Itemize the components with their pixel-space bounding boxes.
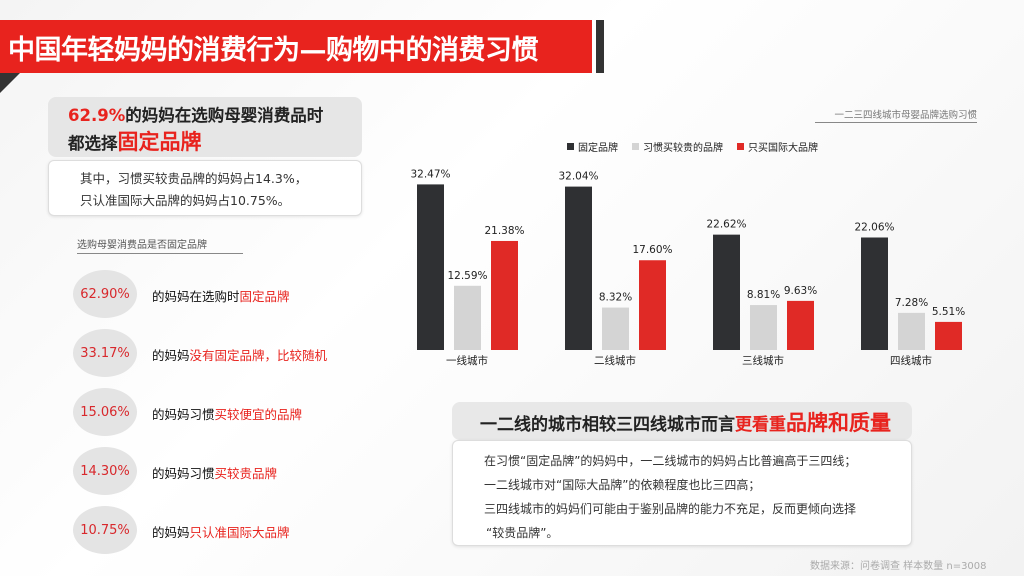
list-value-badge: 10.75% (73, 506, 137, 554)
list-value-badge: 33.17% (73, 329, 137, 377)
legend-swatch (567, 143, 574, 150)
list-emphasis: 只认准国际大品牌 (189, 525, 290, 540)
bar-value-label: 22.06% (854, 221, 894, 233)
list-title: 选购母婴消费品是否固定品牌 (77, 236, 243, 254)
list-item: 的妈妈只认准国际大品牌 (152, 522, 290, 541)
bar (491, 240, 518, 350)
headline-pct: 62.9% (68, 106, 126, 125)
headline-line2: 都选择固定品牌 (68, 126, 202, 156)
chart-legend: 固定品牌 习惯买较贵的品牌 只买国际大品牌 (567, 139, 818, 154)
legend-swatch (632, 143, 639, 150)
list-text: 的妈妈在选购时 (152, 289, 240, 304)
sub-line: 只认准国际大品牌的妈妈占10.75%。 (80, 193, 291, 208)
bar-value-label: 9.63% (784, 285, 817, 297)
banner-fold (0, 73, 20, 93)
conclusion-line: “较贵品牌”。 (486, 526, 559, 540)
legend-item: 只买国际大品牌 (737, 139, 818, 154)
headline-box (48, 97, 362, 157)
title-banner (0, 20, 592, 73)
title-accent (596, 20, 604, 73)
list-value: 14.30% (80, 463, 130, 479)
bar (602, 307, 629, 350)
list-emphasis: 买较便宜的品牌 (214, 407, 303, 422)
bar-value-label: 17.60% (632, 244, 672, 256)
list-emphasis: 买较贵品牌 (214, 466, 278, 481)
list-value: 10.75% (80, 522, 130, 538)
headline-emphasis: 固定品牌 (117, 130, 202, 154)
bar-value-label: 21.38% (484, 225, 524, 237)
conclusion-line: 一二线城市对“国际大品牌”的依赖程度也比三四高； (484, 478, 761, 492)
headline-text: 的妈妈在选购母婴消费品时 (125, 106, 324, 125)
conclusion-box (452, 440, 912, 546)
bar-value-label: 8.81% (747, 289, 780, 301)
list-item: 的妈妈习惯买较贵品牌 (152, 463, 277, 482)
conclusion-title-text: 一二线的城市相较三四线城市而言 (480, 415, 735, 435)
list-value: 33.17% (80, 345, 130, 361)
bar (935, 321, 962, 350)
conclusion-line: 三四线城市的妈妈们可能由于鉴别品牌的能力不充足，反而更倾向选择 (484, 502, 857, 516)
bar-value-label: 32.04% (558, 171, 598, 183)
legend-label: 只买国际大品牌 (748, 143, 818, 154)
bar-value-label: 22.62% (706, 219, 746, 231)
list-text: 的妈妈习惯 (152, 466, 215, 481)
bar-chart: 32.47% 12.59% 21.38% 一线城市 32.04% 8.32% 17.60% 二… (410, 168, 965, 367)
list-item: 的妈妈在选购时固定品牌 (152, 286, 290, 305)
headline-line1: 62.9%的妈妈在选购母婴消费品时 (68, 102, 323, 126)
conclusion-emphasis-large: 品牌和质量 (786, 411, 891, 435)
bar-value-label: 32.47% (410, 168, 450, 180)
list-value: 15.06% (80, 404, 130, 420)
conclusion-header (452, 402, 912, 440)
list-item: 的妈妈没有固定品牌，比较随机 (152, 345, 327, 364)
page-title: 中国年轻妈妈的消费行为—购物中的消费习惯 (8, 35, 539, 66)
bar (417, 184, 444, 350)
x-tick-label: 三线城市 (742, 354, 784, 367)
list-value-badge: 62.90% (73, 270, 137, 318)
list-emphasis: 固定品牌 (239, 289, 290, 304)
legend-label: 习惯买较贵的品牌 (643, 143, 723, 154)
bar-value-label: 12.59% (447, 270, 487, 282)
legend-item: 固定品牌 (567, 139, 618, 154)
list-text: 的妈妈 (152, 525, 190, 540)
list-value-badge: 14.30% (73, 447, 137, 495)
list-emphasis: 没有固定品牌，比较随机 (189, 348, 328, 363)
bar (898, 312, 925, 350)
bar-value-label: 8.32% (599, 292, 632, 304)
bar (565, 186, 592, 350)
bar-value-label: 5.51% (932, 306, 965, 318)
x-tick-label: 四线城市 (890, 354, 932, 367)
conclusion-line: 在习惯“固定品牌”的妈妈中，一二线城市的妈妈占比普遍高于三四线； (484, 454, 857, 468)
x-tick-label: 二线城市 (594, 354, 636, 367)
bar (750, 305, 777, 350)
sub-line: 其中，习惯买较贵品牌的妈妈占14.3%， (80, 171, 308, 186)
legend-item: 习惯买较贵的品牌 (632, 139, 723, 154)
list-item: 的妈妈习惯买较便宜的品牌 (152, 404, 302, 423)
list-value-badge: 15.06% (73, 388, 137, 436)
chart-title: 一二三四线城市母婴品牌选购习惯 (815, 107, 977, 123)
x-tick-label: 一线城市 (446, 354, 488, 367)
conclusion-emphasis: 更看重 (735, 415, 786, 435)
sub-box (48, 160, 362, 216)
legend-label: 固定品牌 (578, 143, 618, 154)
bar (787, 300, 814, 350)
bar-value-label: 7.28% (895, 297, 928, 309)
list-value: 62.90% (80, 286, 130, 302)
list-text: 的妈妈习惯 (152, 407, 215, 422)
headline-pre: 都选择 (68, 134, 118, 153)
bar (639, 260, 666, 350)
bar (861, 237, 888, 350)
list-text: 的妈妈 (152, 348, 190, 363)
data-source: 数据来源：问卷调查 样本数量 n=3008 (810, 561, 987, 572)
conclusion-title: 一二线的城市相较三四线城市而言更看重品牌和质量 (480, 407, 891, 437)
legend-swatch (737, 143, 744, 150)
bar (454, 285, 481, 350)
bar (713, 234, 740, 350)
